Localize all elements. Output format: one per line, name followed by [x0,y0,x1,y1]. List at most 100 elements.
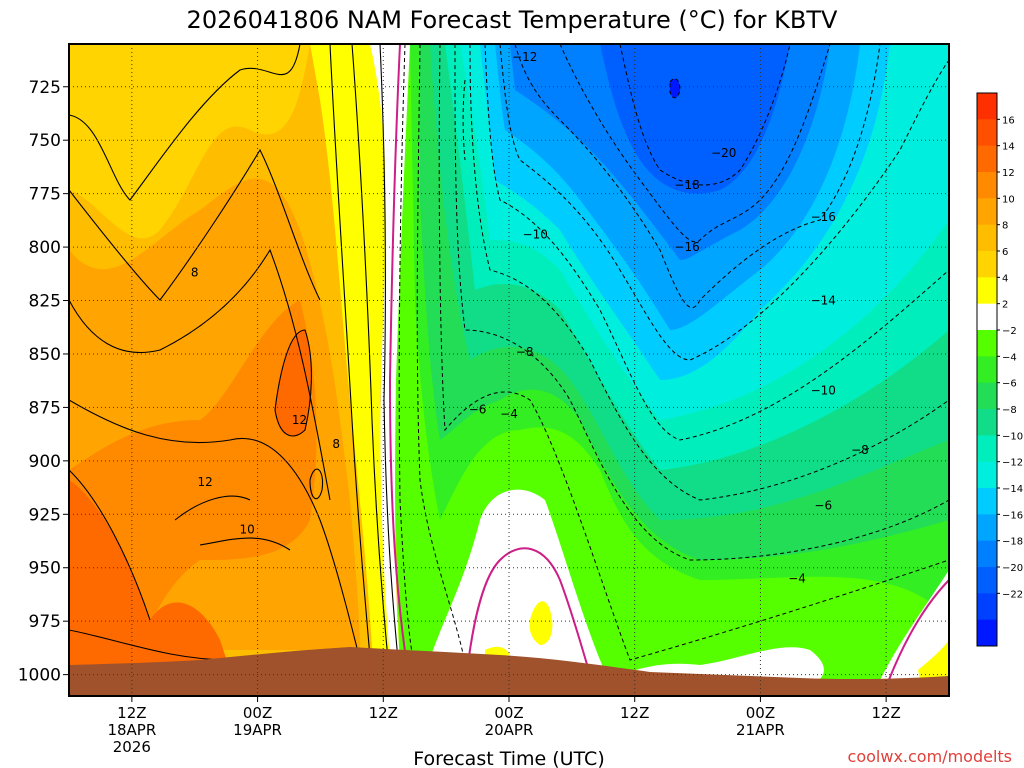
contour-label: 8 [332,437,340,451]
colorbar-swatch [977,198,997,226]
colorbar-swatch [977,145,997,173]
x-tick-label: 20APR [485,721,534,739]
colorbar-label: 6 [1002,247,1008,258]
contour-label: −6 [469,403,487,417]
colorbar-label: 4 [1002,273,1008,284]
colorbar-label: −10 [1002,431,1023,442]
colorbar-swatch [977,330,997,357]
colorbar-label: −2 [1002,326,1017,337]
colorbar-swatch [977,514,997,542]
y-tick-label: 850 [29,345,61,365]
chart-title: 2026041806 NAM Forecast Temperature (°C)… [187,6,838,34]
colorbar-label: −16 [1002,510,1023,521]
colorbar-label: −20 [1002,563,1023,574]
colorbar-swatch [977,619,997,647]
x-tick-label: 18APR [107,721,156,739]
colorbar-swatch [977,224,997,252]
y-tick-label: 925 [29,505,61,525]
colorbar-swatch [977,119,997,147]
y-tick-label: 725 [29,78,61,98]
x-tick-label: 12Z [117,704,146,722]
contour-labels: −12 −20 −18 −16 −16 −14 −10 −10 −8 −8 −6 −6 −4 −4 8 12 8… [191,50,869,586]
colorbar-label: 2 [1002,300,1008,311]
x-tick-label: 2026 [113,738,151,756]
field-orange-hot [275,330,312,436]
contour-label: −6 [814,499,832,513]
y-tick-label: 1000 [18,666,61,686]
freezing-line-pocket [464,547,596,691]
colorbar-swatch [977,435,997,463]
colorbar-label: −8 [1002,405,1017,416]
field-yellow-band [310,44,405,696]
contour-label: −18 [674,178,699,192]
field-white-pocket [420,489,605,696]
x-tick-label: 12Z [871,704,900,722]
colorbar-label: 8 [1002,221,1008,232]
contour-label: 12 [292,413,307,427]
contour-label: −12 [512,50,537,64]
colorbar-swatch [977,461,997,489]
freezing-line [388,44,413,696]
cold-contours [398,44,949,691]
x-tick-label: 19APR [233,721,282,739]
colorbar-label: −6 [1002,379,1017,390]
field-yellow-pocket [529,601,553,645]
x-tick-label: 00Z [746,704,775,722]
contour-label: −20 [711,146,736,160]
field-yellow-right [918,640,949,680]
colorbar-swatch [977,409,997,436]
colorbar-swatch [977,567,997,594]
y-axis: 725 750 775 800 825 850 875 900 925 950 975 1000 [18,78,69,686]
colorbar-swatch [977,93,997,120]
plot-area [69,44,949,696]
contour-label: −4 [788,571,806,585]
contour-label: 8 [191,266,199,280]
colorbar-label: −12 [1002,458,1023,469]
colorbar-swatch [977,540,997,568]
field-blue-core [670,78,680,98]
colorbar-swatch [977,172,997,199]
field-orange-deep [69,300,317,650]
y-tick-label: 800 [29,238,61,258]
contour-label: −14 [811,294,836,308]
contour-label: −10 [523,227,548,241]
colorbar-swatch [977,488,997,515]
colorbar-label: 12 [1002,168,1015,179]
colorbar-label: −4 [1002,352,1017,363]
colorbar-swatch [977,382,997,410]
terrain [69,647,949,696]
contour-label: −16 [674,240,699,254]
y-tick-label: 825 [29,292,61,312]
contour-label: −8 [851,443,869,457]
colorbar-label: −14 [1002,484,1023,495]
y-tick-label: 950 [29,559,61,579]
colorbar-frame [976,92,998,647]
colorbar-label: 10 [1002,194,1015,205]
field-warm-top-left [69,44,310,239]
x-axis-label: Forecast Time (UTC) [413,748,604,768]
y-tick-label: 900 [29,452,61,472]
freezing-line-right [884,579,949,691]
gridlines [69,44,949,696]
contour-label: −10 [811,383,836,397]
y-tick-label: 750 [29,131,61,151]
y-tick-label: 875 [29,398,61,418]
x-tick-label: 12Z [369,704,398,722]
colorbar: 16 14 12 10 8 6 4 2 −2 −4 −6 −8 −10 −12 −14 −16 −18 −20 −2… [976,92,1023,647]
field-orange-hot-sfc [69,480,230,670]
colorbar-label: 16 [1002,115,1015,126]
colorbar-swatch [977,593,997,621]
colorbar-swatch [977,251,997,278]
x-tick-label: 12Z [620,704,649,722]
colorbar-swatch [977,303,997,331]
contour-label: −16 [811,210,836,224]
contour-label: 12 [198,475,213,489]
colorbar-swatch [977,356,997,384]
x-tick-label: 21APR [736,721,785,739]
warm-contours [69,44,401,681]
x-tick-label: 00Z [494,704,523,722]
contour-label: −4 [500,407,518,421]
x-tick-label: 00Z [243,704,272,722]
